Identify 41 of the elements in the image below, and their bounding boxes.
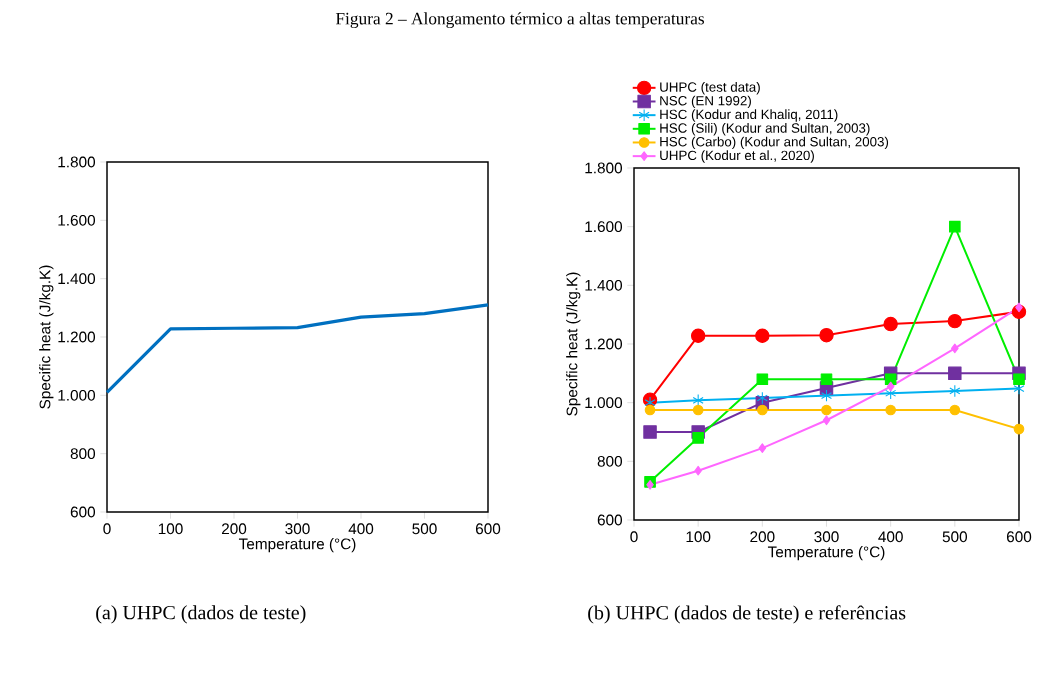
- text: Figura 2 – Alongamento térmico a altas temperaturas: [335, 12, 705, 29]
- x-axis-title: Temperature (°C): [767, 546, 885, 561]
- legend-label: HSC (Sili) (Kodur and Sultan, 2003): [660, 122, 870, 136]
- y-tick-label: 800: [597, 455, 623, 467]
- y-tick-label: 1.000: [585, 397, 623, 409]
- y-axis-title: Specific heat (J/kg.K): [566, 272, 581, 416]
- y-tick-label: 600: [70, 506, 96, 518]
- y-tick-label: 1.800: [585, 162, 623, 174]
- x-tick-label: 500: [942, 531, 968, 543]
- x-tick-label: 0: [103, 523, 111, 535]
- legend-label: HSC (Kodur and Khaliq, 2011): [660, 109, 838, 122]
- x-axis-title: Temperature (°C): [238, 538, 356, 553]
- x-tick-label: 500: [412, 523, 437, 535]
- y-tick-label: 600: [597, 514, 623, 526]
- y-tick-label: 800: [70, 448, 96, 460]
- x-tick-label: 300: [285, 523, 310, 535]
- x-tick-label: 400: [348, 523, 374, 535]
- legend-label: UHPC (test data): [660, 82, 760, 95]
- y-tick-label: 1.200: [585, 338, 623, 350]
- legend-label: NSC (EN 1992): [660, 95, 751, 109]
- x-tick-label: 200: [750, 531, 775, 543]
- legend-label: HSC (Carbo) (Kodur and Sultan, 2003): [660, 136, 889, 150]
- y-tick-label: 1.400: [585, 279, 623, 291]
- y-tick-label: 1.200: [58, 331, 96, 343]
- y-tick-label: 1.000: [58, 389, 96, 401]
- y-tick-label: 1.800: [58, 156, 96, 168]
- text: (a) UHPC (dados de teste): [96, 605, 306, 624]
- x-tick-label: 400: [878, 531, 903, 543]
- x-tick-label: 100: [686, 531, 711, 543]
- y-axis-title: Specific heat (J/kg.K): [39, 265, 54, 409]
- x-tick-label: 600: [475, 523, 501, 535]
- x-tick-label: 600: [1006, 531, 1032, 543]
- y-tick-label: 1.600: [58, 214, 96, 226]
- x-tick-label: 300: [814, 531, 839, 543]
- x-tick-label: 0: [630, 531, 638, 543]
- y-tick-label: 1.400: [58, 273, 96, 285]
- x-tick-label: 100: [158, 523, 183, 535]
- x-tick-label: 200: [221, 523, 247, 535]
- text: (b) UHPC (dados de teste) e referências: [588, 605, 906, 624]
- legend-label: UHPC (Kodur et al., 2020): [660, 150, 814, 163]
- y-tick-label: 1.600: [585, 221, 623, 233]
